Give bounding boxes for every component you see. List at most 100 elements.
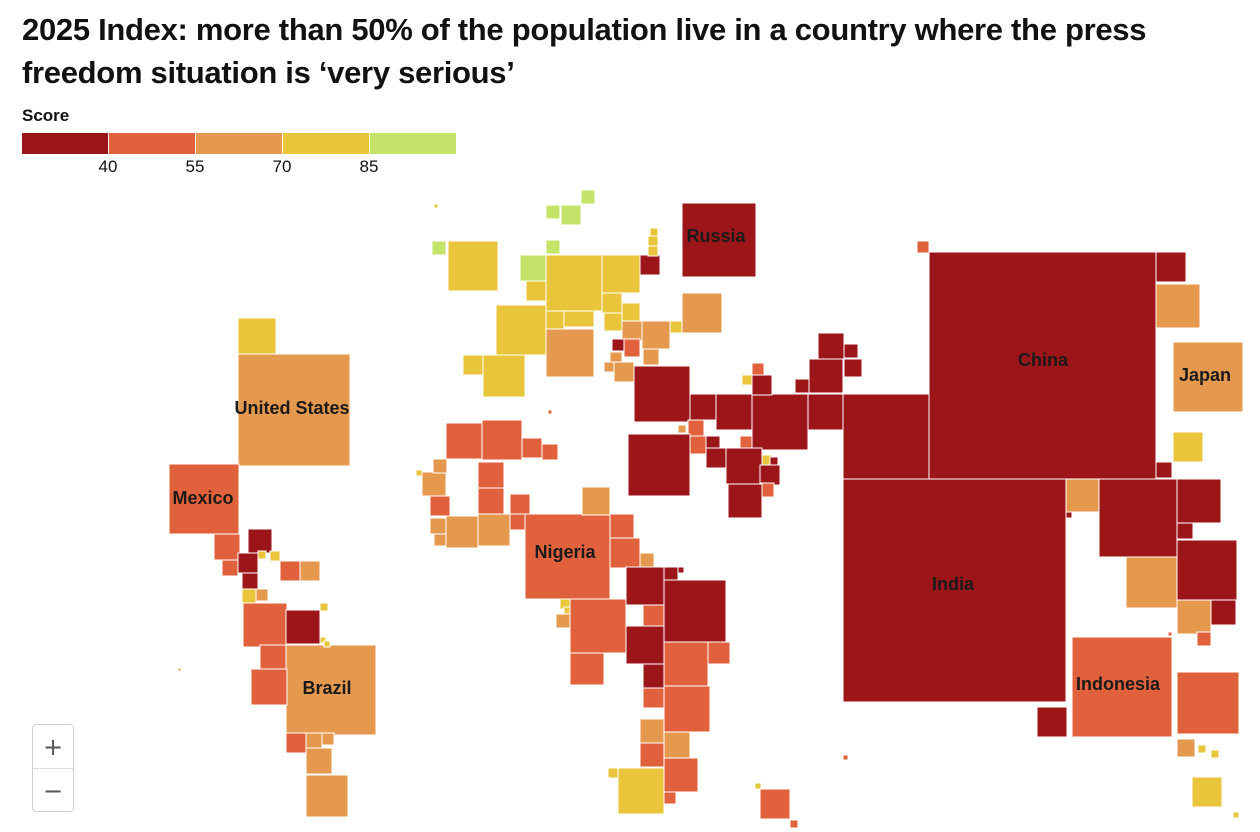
country-tile[interactable] [677,566,685,574]
country-tile[interactable] [477,513,511,547]
country-tile[interactable] [433,203,439,209]
country-tile[interactable] [663,579,727,643]
country-tile[interactable] [609,513,635,539]
country-tile[interactable] [547,409,553,415]
country-tile[interactable] [649,227,659,237]
country-tile[interactable] [715,393,753,431]
country-tile[interactable] [569,598,627,654]
country-tile[interactable] [677,424,687,434]
country-tile[interactable] [1210,599,1237,626]
country-tile-nigeria[interactable] [524,513,611,600]
country-tile[interactable] [623,338,641,358]
country-tile[interactable] [609,537,641,569]
country-tile[interactable] [759,788,791,820]
country-tile[interactable] [739,435,753,449]
country-tile[interactable] [321,732,335,746]
country-tile[interactable] [213,533,241,561]
country-tile[interactable] [639,254,661,276]
country-tile[interactable] [255,588,269,602]
country-tile[interactable] [789,819,799,829]
country-tile[interactable] [445,422,483,460]
country-tile[interactable] [603,312,623,332]
country-tile[interactable] [177,667,182,672]
country-tile[interactable] [613,361,635,383]
country-tile[interactable] [611,338,625,352]
country-tile[interactable] [663,731,691,759]
country-tile[interactable] [842,754,849,761]
country-tile[interactable] [477,461,505,489]
country-tile[interactable] [627,433,691,497]
country-tile[interactable] [642,687,665,709]
country-tile-united-states[interactable] [237,353,351,467]
country-tile[interactable] [639,742,665,768]
country-tile[interactable] [642,604,665,627]
country-tile[interactable] [319,602,329,612]
country-tile[interactable] [305,732,323,750]
country-tile[interactable] [617,767,665,815]
country-tile[interactable] [751,374,773,396]
country-tile[interactable] [751,393,809,451]
country-tile[interactable] [842,393,930,481]
country-tile[interactable] [1232,811,1240,819]
country-tile[interactable] [415,469,423,477]
country-tile[interactable] [519,254,547,282]
country-tile[interactable] [601,254,641,294]
country-tile[interactable] [769,456,779,466]
country-tile[interactable] [560,204,582,226]
country-tile[interactable] [741,374,753,386]
country-tile[interactable] [257,550,267,560]
country-tile[interactable] [495,304,547,356]
country-tile[interactable] [242,602,288,648]
country-tile[interactable] [1210,749,1220,759]
country-tile[interactable] [601,292,623,314]
country-tile[interactable] [1176,522,1194,540]
country-tile[interactable] [1155,251,1187,283]
country-tile[interactable] [639,718,665,744]
country-tile[interactable] [250,668,288,706]
country-tile[interactable] [429,517,447,535]
country-tile[interactable] [237,552,259,574]
country-tile[interactable] [681,292,723,334]
country-tile[interactable] [663,685,711,733]
country-tile[interactable] [707,641,731,665]
country-tile[interactable] [319,636,327,644]
country-tile[interactable] [477,487,505,515]
country-tile[interactable] [545,310,565,330]
country-tile[interactable] [759,464,781,486]
country-tile[interactable] [727,483,763,519]
country-tile[interactable] [247,528,273,554]
country-tile[interactable] [1176,738,1196,758]
zoom-in-button[interactable]: + [33,725,73,768]
country-tile[interactable] [663,566,679,582]
country-tile[interactable] [1191,776,1223,808]
country-tile-mexico[interactable] [168,463,240,535]
country-tile[interactable] [808,358,844,394]
country-tile[interactable] [1167,631,1173,637]
country-tile[interactable] [323,640,331,648]
country-tile[interactable] [432,458,448,474]
country-tile[interactable] [621,320,643,342]
country-tile[interactable] [285,609,321,645]
country-tile[interactable] [1098,478,1178,558]
country-tile[interactable] [687,435,707,455]
country-tile[interactable] [241,588,257,604]
country-tile[interactable] [305,774,349,818]
country-tile[interactable] [580,189,596,205]
country-tile[interactable] [279,560,301,582]
country-tile[interactable] [1065,511,1073,519]
country-tile[interactable] [843,343,859,359]
country-tile[interactable] [1176,478,1222,524]
country-tile[interactable] [647,235,659,247]
country-tile[interactable] [642,348,660,366]
country-tile[interactable] [285,732,307,754]
country-tile[interactable] [725,447,763,485]
country-tile[interactable] [621,302,641,322]
country-tile[interactable] [447,240,499,292]
country-tile[interactable] [603,361,615,373]
country-tile[interactable] [607,767,619,779]
country-tile[interactable] [545,328,595,378]
country-tile[interactable] [843,358,863,378]
country-tile[interactable] [647,245,659,257]
country-tile-indonesia[interactable] [1071,636,1173,738]
country-tile[interactable] [625,625,665,665]
